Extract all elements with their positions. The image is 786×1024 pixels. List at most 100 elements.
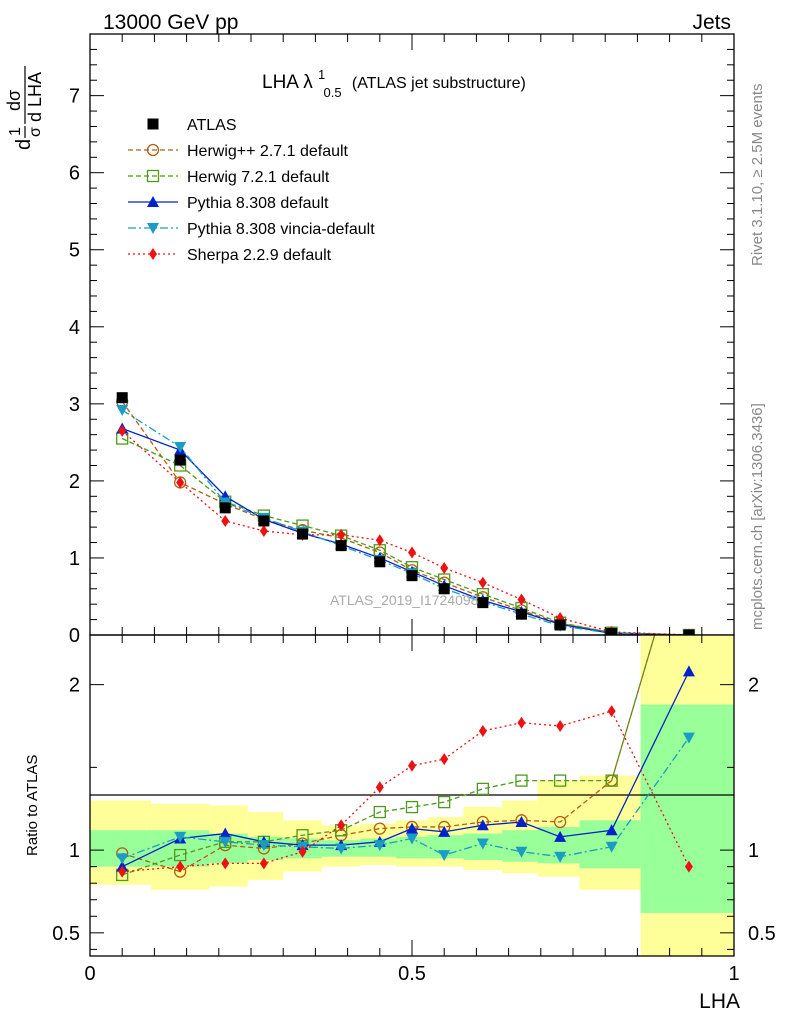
ratio-point-pythia xyxy=(476,819,489,831)
ratio-line-herwigpp xyxy=(122,635,656,873)
ratio-point-pythia xyxy=(438,825,451,837)
series-line-vincia xyxy=(121,409,689,635)
data-point-atlas xyxy=(258,515,270,527)
series-line-pythia xyxy=(121,427,689,635)
legend-label-sherpa: Sherpa 2.2.9 default xyxy=(187,247,332,264)
ylabel-d1: d xyxy=(13,139,35,150)
ratio-point-sherpa xyxy=(478,724,487,737)
ratio-y-tick-label: 0.5 xyxy=(52,923,80,945)
ratio-point-herwig7 xyxy=(373,805,386,819)
ratio-panel-data xyxy=(116,635,695,882)
ratio-point-pythia xyxy=(682,665,695,677)
ratio-point-herwig7 xyxy=(438,795,451,809)
data-point-atlas xyxy=(406,570,418,582)
data-point-atlas xyxy=(219,502,231,514)
ratio-point-sherpa xyxy=(517,716,526,729)
data-point-atlas xyxy=(683,629,695,635)
data-point-sherpa xyxy=(176,476,185,489)
main-panel: ATLAS_2019_I1724098 0 1 2 3 4 5 6 7 LHA λ 1 0.5… xyxy=(4,33,735,647)
main-panel-data xyxy=(116,392,696,635)
data-point-atlas xyxy=(116,392,128,404)
category-label: Jets xyxy=(692,11,731,34)
ratio-y-tick-label-right: 0.5 xyxy=(748,923,776,945)
ratio-point-vincia xyxy=(515,846,528,858)
legend-label-herwig7: Herwig 7.2.1 default xyxy=(187,169,330,186)
data-point-atlas xyxy=(174,454,186,466)
ratio-point-pythia xyxy=(406,822,418,834)
data-point-atlas xyxy=(554,619,566,631)
ratio-point-vincia xyxy=(438,850,451,862)
mcplots-reference-text: mcplots.cern.ch [arXiv:1306.3436] xyxy=(749,403,766,630)
data-point-atlas xyxy=(374,556,386,568)
ratio-point-pythia xyxy=(515,815,528,827)
main-y-axis-label: d 1 σ dσ d LHA xyxy=(4,66,45,150)
ylabel-one: 1 xyxy=(7,127,24,136)
main-panel-axes: 0 1 2 3 4 5 6 7 xyxy=(69,33,735,647)
ratio-point-herwigpp xyxy=(553,815,567,829)
ratio-point-sherpa xyxy=(176,860,185,873)
ratio-point-vincia xyxy=(335,843,348,855)
data-point-sherpa xyxy=(408,546,416,559)
ratio-point-vincia xyxy=(554,851,567,863)
ratio-point-vincia xyxy=(257,840,270,852)
ratio-point-vincia xyxy=(406,833,418,845)
data-point-sherpa xyxy=(118,424,127,437)
data-point-sherpa xyxy=(221,514,230,527)
main-y-tick-label: 4 xyxy=(69,317,80,339)
ratio-point-vincia xyxy=(373,840,386,852)
ratio-point-herwig7 xyxy=(605,774,618,787)
ratio-point-herwigpp xyxy=(373,822,386,835)
data-point-vincia xyxy=(116,405,129,417)
legend-label-pythia: Pythia 8.308 default xyxy=(187,195,329,212)
data-point-atlas xyxy=(297,528,309,540)
legend-marker-sherpa xyxy=(149,248,157,260)
ratio-point-vincia xyxy=(174,831,187,843)
ratio-line-vincia xyxy=(121,737,690,859)
data-point-atlas xyxy=(606,627,618,635)
main-y-tick-label: 6 xyxy=(69,163,80,185)
legend-label-atlas: ATLAS xyxy=(187,117,237,134)
ratio-point-sherpa xyxy=(337,819,346,832)
ratio-y-tick-label: 1 xyxy=(69,840,80,862)
ratio-point-herwig7 xyxy=(174,848,187,862)
legend-marker-atlas xyxy=(147,118,159,130)
rivet-version-text: Rivet 3.1.10, ≥ 2.5M events xyxy=(749,84,766,267)
ylabel-sigma: σ xyxy=(27,127,44,137)
data-point-sherpa xyxy=(259,524,268,537)
ratio-point-herwig7 xyxy=(553,774,567,787)
data-point-sherpa xyxy=(478,576,487,589)
data-point-atlas xyxy=(515,608,527,620)
ratio-point-pythia xyxy=(219,827,232,839)
ratio-y-axis-label: Ratio to ATLAS xyxy=(24,755,41,856)
ylabel-dlha: d LHA xyxy=(25,72,45,122)
x-axis-label: LHA xyxy=(699,990,740,1013)
legend-marker-herwigpp xyxy=(146,143,160,157)
ratio-point-herwig7 xyxy=(515,774,528,787)
watermark-text: ATLAS_2019_I1724098 xyxy=(330,592,479,608)
legend-label-vincia: Pythia 8.308 vincia-default xyxy=(187,221,375,238)
data-point-sherpa xyxy=(375,534,384,547)
series-line-herwig7 xyxy=(121,437,689,635)
legend-label-herwigpp: Herwig++ 2.7.1 default xyxy=(187,143,349,160)
main-y-tick-label: 5 xyxy=(69,240,80,262)
ratio-point-sherpa xyxy=(118,865,127,878)
data-point-sherpa xyxy=(337,528,346,541)
ratio-y-tick-label: 2 xyxy=(69,675,80,697)
ratio-point-sherpa xyxy=(298,845,307,858)
data-point-vincia xyxy=(174,441,187,453)
ratio-point-vincia xyxy=(682,732,695,744)
ylabel-dsigma: dσ xyxy=(4,90,24,111)
main-y-tick-label: 7 xyxy=(69,86,80,108)
ratio-point-sherpa xyxy=(684,860,693,873)
ratio-y-tick-label-right: 1 xyxy=(748,840,759,862)
x-tick-label: 0 xyxy=(84,963,95,985)
ratio-point-sherpa xyxy=(221,857,230,870)
energy-label: 13000 GeV pp xyxy=(103,11,238,34)
ratio-panel: 0.5 0.51 12 20 0.5 1 Ratio to ATLAS LHA xyxy=(24,634,776,1013)
chart-title: LHA λ 1 0.5 (ATLAS jet substructure) xyxy=(262,63,526,102)
main-y-tick-label: 2 xyxy=(69,471,80,493)
ratio-y-tick-label-right: 2 xyxy=(748,675,759,697)
data-point-sherpa xyxy=(517,593,526,606)
ratio-line-pythia xyxy=(121,671,690,868)
